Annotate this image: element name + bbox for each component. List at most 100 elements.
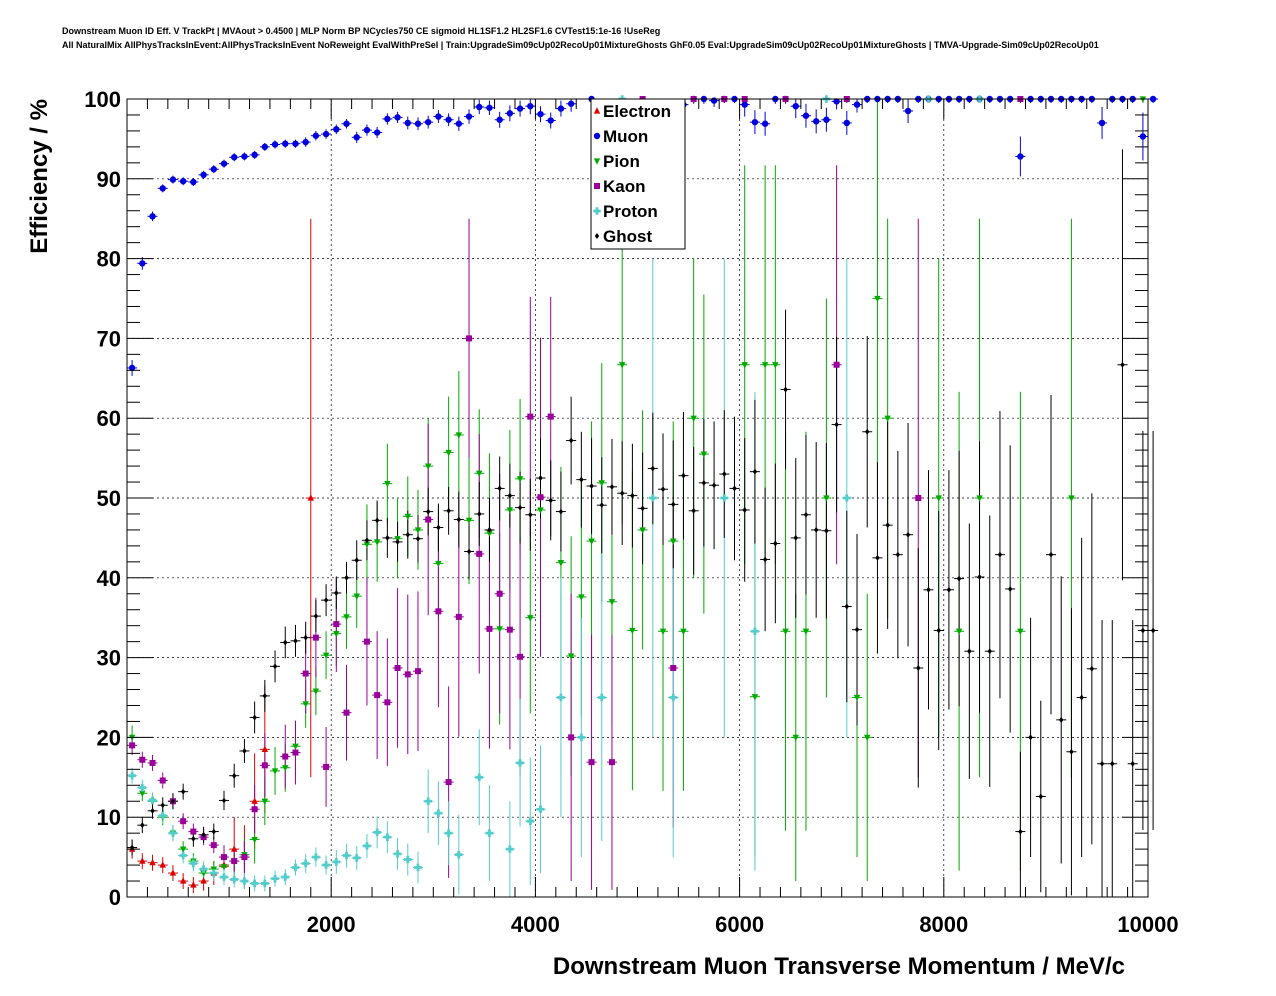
pion-point bbox=[955, 628, 963, 636]
ghost-point bbox=[191, 835, 196, 842]
muon-point bbox=[557, 105, 565, 112]
muon-point bbox=[445, 116, 452, 123]
ghost-point bbox=[272, 663, 278, 670]
ghost-point bbox=[905, 531, 911, 538]
kaon-point bbox=[139, 756, 146, 763]
ghost-point bbox=[323, 597, 329, 604]
proton-point bbox=[179, 851, 187, 860]
pion-point bbox=[864, 734, 871, 742]
proton-point bbox=[516, 759, 524, 767]
proton-point bbox=[383, 833, 392, 841]
grid-lines bbox=[127, 99, 1148, 897]
kaon-point bbox=[517, 653, 524, 660]
muon-point bbox=[292, 140, 299, 147]
proton-point bbox=[424, 797, 432, 806]
ghost-point bbox=[691, 507, 696, 514]
kaon-point bbox=[455, 613, 462, 620]
pion-point bbox=[751, 694, 759, 701]
muon-point bbox=[833, 98, 840, 105]
muon-point bbox=[567, 100, 575, 107]
electron-point bbox=[190, 881, 197, 888]
ghost-point bbox=[599, 502, 604, 509]
ghost-point bbox=[160, 802, 165, 809]
ghost-point bbox=[579, 476, 584, 483]
kaon-point bbox=[220, 854, 227, 861]
kaon-point bbox=[568, 734, 575, 741]
proton-point bbox=[536, 805, 545, 814]
ghost-point bbox=[1007, 585, 1013, 592]
ghost-point bbox=[762, 556, 768, 563]
ghost-point bbox=[946, 586, 952, 593]
proton-point bbox=[332, 858, 341, 866]
y-tick-label: 100 bbox=[84, 87, 121, 112]
pion-point bbox=[343, 614, 350, 621]
kaon-point bbox=[241, 854, 248, 861]
pion-point bbox=[445, 449, 452, 457]
pion-point bbox=[179, 846, 187, 853]
kaon-point bbox=[251, 806, 258, 813]
ghost-point bbox=[405, 531, 410, 538]
ghost-point bbox=[936, 627, 941, 634]
muon-point bbox=[751, 118, 759, 126]
ghost-point bbox=[415, 535, 421, 542]
proton-point bbox=[199, 865, 208, 873]
proton-point bbox=[322, 861, 330, 869]
kaon-point bbox=[302, 670, 309, 677]
ghost-point bbox=[334, 589, 339, 596]
x-axis-label: Downstream Muon Transverse Momentum / Me… bbox=[553, 953, 1125, 980]
y-tick-label: 70 bbox=[97, 326, 121, 351]
kaon-point bbox=[445, 779, 452, 786]
ghost-point bbox=[640, 505, 645, 512]
muon-point bbox=[271, 141, 279, 148]
ghost-point bbox=[232, 772, 237, 779]
proton-point bbox=[751, 627, 759, 636]
kaon-point bbox=[190, 828, 197, 835]
kaon-point bbox=[496, 590, 503, 597]
y-tick-label: 20 bbox=[97, 725, 121, 750]
proton-point bbox=[485, 829, 494, 837]
electron-point bbox=[139, 857, 146, 864]
muon-point bbox=[792, 102, 799, 110]
legend: Electron Muon Pion Kaon Proton Ghost bbox=[590, 98, 686, 250]
proton-point bbox=[342, 851, 351, 860]
ghost-point bbox=[354, 557, 359, 564]
ghost-point bbox=[865, 428, 870, 435]
proton-point bbox=[189, 859, 198, 868]
proton-point bbox=[209, 869, 218, 877]
muon-point bbox=[455, 120, 463, 127]
legend-marker-ghost bbox=[594, 233, 600, 239]
kaon-point bbox=[466, 335, 473, 342]
ghost-point bbox=[619, 490, 625, 497]
x-tick-label: 2000 bbox=[307, 912, 356, 937]
kaon-point bbox=[506, 626, 513, 633]
ghost-point bbox=[1028, 734, 1033, 741]
ghost-point bbox=[1038, 793, 1043, 800]
muon-point bbox=[322, 130, 330, 138]
y-tick-label: 0 bbox=[109, 885, 121, 910]
legend-marker-kaon bbox=[594, 183, 600, 189]
ghost-point bbox=[364, 537, 370, 544]
proton-point bbox=[597, 693, 606, 702]
ghost-point bbox=[752, 468, 758, 475]
muon-point bbox=[496, 116, 503, 123]
y-tick-label: 90 bbox=[97, 167, 121, 192]
ghost-point bbox=[916, 664, 921, 671]
ghost-point bbox=[568, 437, 574, 444]
muon-point bbox=[1139, 133, 1147, 140]
pion-point bbox=[322, 652, 330, 660]
x-tick-label: 4000 bbox=[511, 912, 560, 937]
proton-point bbox=[128, 771, 136, 780]
ghost-point bbox=[885, 522, 890, 529]
ghost-point bbox=[517, 504, 523, 511]
ghost-point bbox=[1048, 551, 1054, 558]
ghost-point bbox=[1079, 694, 1084, 701]
ghost-point bbox=[956, 575, 962, 582]
pion-point bbox=[884, 415, 891, 422]
muon-point bbox=[394, 114, 401, 121]
kaon-point bbox=[537, 494, 544, 501]
ghost-point bbox=[558, 508, 564, 515]
kaon-point bbox=[384, 699, 391, 706]
muon-point bbox=[190, 178, 197, 186]
muon-point bbox=[812, 118, 820, 125]
ghost-point bbox=[1059, 716, 1064, 723]
